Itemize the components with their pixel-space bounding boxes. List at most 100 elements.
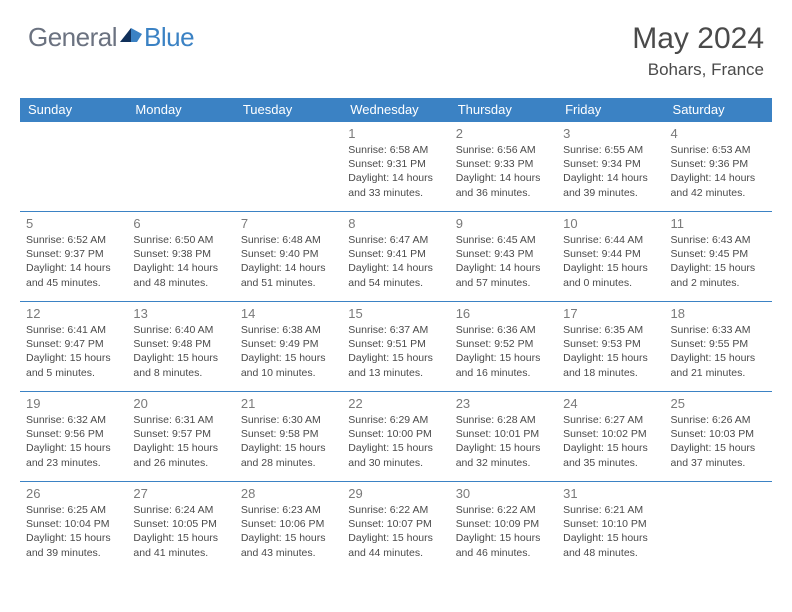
- day-info: Sunrise: 6:32 AMSunset: 9:56 PMDaylight:…: [26, 413, 121, 470]
- day-number: 30: [456, 486, 551, 501]
- day-info: Sunrise: 6:55 AMSunset: 9:34 PMDaylight:…: [563, 143, 658, 200]
- day-info: Sunrise: 6:24 AMSunset: 10:05 PMDaylight…: [133, 503, 228, 560]
- day-number: 21: [241, 396, 336, 411]
- calendar-day-cell: 17 Sunrise: 6:35 AMSunset: 9:53 PMDayligh…: [557, 302, 664, 392]
- day-number: 18: [671, 306, 766, 321]
- day-number: 28: [241, 486, 336, 501]
- weekday-header: Wednesday: [342, 98, 449, 122]
- calendar-day-cell: 31Sunrise: 6:21 AMSunset: 10:10 PMDaylig…: [557, 482, 664, 572]
- day-number: 17: [563, 306, 658, 321]
- calendar-day-cell: 11 Sunrise: 6:43 AMSunset: 9:45 PMDayligh…: [665, 212, 772, 302]
- day-info: Sunrise: 6:53 AMSunset: 9:36 PMDaylight:…: [671, 143, 766, 200]
- day-number: 4: [671, 126, 766, 141]
- calendar-day-cell: 9 Sunrise: 6:45 AMSunset: 9:43 PMDaylight…: [450, 212, 557, 302]
- calendar-day-cell: 20 Sunrise: 6:31 AMSunset: 9:57 PMDayligh…: [127, 392, 234, 482]
- day-info: Sunrise: 6:35 AMSunset: 9:53 PMDaylight:…: [563, 323, 658, 380]
- calendar-day-cell: 22 Sunrise: 6:29 AMSunset: 10:00 PMDaylig…: [342, 392, 449, 482]
- day-number: 15: [348, 306, 443, 321]
- calendar-week-row: 1 Sunrise: 6:58 AMSunset: 9:31 PMDaylight…: [20, 122, 772, 212]
- day-info: Sunrise: 6:58 AMSunset: 9:31 PMDaylight:…: [348, 143, 443, 200]
- calendar-day-cell: 14 Sunrise: 6:38 AMSunset: 9:49 PMDayligh…: [235, 302, 342, 392]
- day-number: 24: [563, 396, 658, 411]
- calendar-week-row: 12 Sunrise: 6:41 AMSunset: 9:47 PMDayligh…: [20, 302, 772, 392]
- day-number: 20: [133, 396, 228, 411]
- calendar-day-cell: 15 Sunrise: 6:37 AMSunset: 9:51 PMDayligh…: [342, 302, 449, 392]
- day-info: Sunrise: 6:26 AMSunset: 10:03 PMDaylight…: [671, 413, 766, 470]
- calendar-day-cell: 5Sunrise: 6:52 AMSunset: 9:37 PMDaylight…: [20, 212, 127, 302]
- calendar-day-cell: 8 Sunrise: 6:47 AMSunset: 9:41 PMDaylight…: [342, 212, 449, 302]
- calendar-day-cell: 26 Sunrise: 6:25 AMSunset: 10:04 PMDaylig…: [20, 482, 127, 572]
- day-info: Sunrise: 6:22 AMSunset: 10:07 PMDaylight…: [348, 503, 443, 560]
- calendar-day-cell: 24 Sunrise: 6:27 AMSunset: 10:02 PMDaylig…: [557, 392, 664, 482]
- weekday-header: Thursday: [450, 98, 557, 122]
- day-number: 6: [133, 216, 228, 231]
- day-info: Sunrise: 6:40 AMSunset: 9:48 PMDaylight:…: [133, 323, 228, 380]
- day-info: Sunrise: 6:43 AMSunset: 9:45 PMDaylight:…: [671, 233, 766, 290]
- calendar-day-cell: 29 Sunrise: 6:22 AMSunset: 10:07 PMDaylig…: [342, 482, 449, 572]
- calendar-day-cell: 4 Sunrise: 6:53 AMSunset: 9:36 PMDaylight…: [665, 122, 772, 212]
- calendar-day-cell: 2 Sunrise: 6:56 AMSunset: 9:33 PMDaylight…: [450, 122, 557, 212]
- day-info: Sunrise: 6:31 AMSunset: 9:57 PMDaylight:…: [133, 413, 228, 470]
- day-number: 12: [26, 306, 121, 321]
- day-info: Sunrise: 6:29 AMSunset: 10:00 PMDaylight…: [348, 413, 443, 470]
- calendar-day-cell: 1 Sunrise: 6:58 AMSunset: 9:31 PMDaylight…: [342, 122, 449, 212]
- day-number: 9: [456, 216, 551, 231]
- weekday-header: Saturday: [665, 98, 772, 122]
- day-info: Sunrise: 6:45 AMSunset: 9:43 PMDaylight:…: [456, 233, 551, 290]
- day-info: Sunrise: 6:30 AMSunset: 9:58 PMDaylight:…: [241, 413, 336, 470]
- day-number: 11: [671, 216, 766, 231]
- day-number: 3: [563, 126, 658, 141]
- day-number: 22: [348, 396, 443, 411]
- day-number: 13: [133, 306, 228, 321]
- day-info: Sunrise: 6:52 AMSunset: 9:37 PMDaylight:…: [26, 233, 121, 290]
- day-info: Sunrise: 6:37 AMSunset: 9:51 PMDaylight:…: [348, 323, 443, 380]
- calendar-day-cell: 10Sunrise: 6:44 AMSunset: 9:44 PMDayligh…: [557, 212, 664, 302]
- calendar-day-cell: 21 Sunrise: 6:30 AMSunset: 9:58 PMDayligh…: [235, 392, 342, 482]
- day-info: Sunrise: 6:38 AMSunset: 9:49 PMDaylight:…: [241, 323, 336, 380]
- location-label: Bohars, France: [632, 60, 764, 80]
- day-info: Sunrise: 6:28 AMSunset: 10:01 PMDaylight…: [456, 413, 551, 470]
- day-number: 29: [348, 486, 443, 501]
- brand-part2: Blue: [144, 22, 194, 53]
- calendar-day-cell: 28Sunrise: 6:23 AMSunset: 10:06 PMDaylig…: [235, 482, 342, 572]
- day-number: 26: [26, 486, 121, 501]
- calendar-week-row: 26 Sunrise: 6:25 AMSunset: 10:04 PMDaylig…: [20, 482, 772, 572]
- day-number: 1: [348, 126, 443, 141]
- calendar-day-cell: 23Sunrise: 6:28 AMSunset: 10:01 PMDaylig…: [450, 392, 557, 482]
- calendar-empty-cell: [665, 482, 772, 572]
- day-info: Sunrise: 6:36 AMSunset: 9:52 PMDaylight:…: [456, 323, 551, 380]
- day-info: Sunrise: 6:47 AMSunset: 9:41 PMDaylight:…: [348, 233, 443, 290]
- page-header: General Blue May 2024 Bohars, France: [0, 0, 792, 90]
- brand-logo: General Blue: [28, 22, 194, 53]
- calendar-day-cell: 13 Sunrise: 6:40 AMSunset: 9:48 PMDayligh…: [127, 302, 234, 392]
- calendar-day-cell: 3 Sunrise: 6:55 AMSunset: 9:34 PMDaylight…: [557, 122, 664, 212]
- day-info: Sunrise: 6:25 AMSunset: 10:04 PMDaylight…: [26, 503, 121, 560]
- calendar-day-cell: 16 Sunrise: 6:36 AMSunset: 9:52 PMDayligh…: [450, 302, 557, 392]
- day-info: Sunrise: 6:33 AMSunset: 9:55 PMDaylight:…: [671, 323, 766, 380]
- day-info: Sunrise: 6:44 AMSunset: 9:44 PMDaylight:…: [563, 233, 658, 290]
- calendar-day-cell: 25 Sunrise: 6:26 AMSunset: 10:03 PMDaylig…: [665, 392, 772, 482]
- calendar-day-cell: 12 Sunrise: 6:41 AMSunset: 9:47 PMDayligh…: [20, 302, 127, 392]
- day-number: 7: [241, 216, 336, 231]
- calendar-empty-cell: [20, 122, 127, 212]
- day-number: 14: [241, 306, 336, 321]
- day-number: 16: [456, 306, 551, 321]
- day-number: 2: [456, 126, 551, 141]
- day-info: Sunrise: 6:41 AMSunset: 9:47 PMDaylight:…: [26, 323, 121, 380]
- day-info: Sunrise: 6:21 AMSunset: 10:10 PMDaylight…: [563, 503, 658, 560]
- day-info: Sunrise: 6:56 AMSunset: 9:33 PMDaylight:…: [456, 143, 551, 200]
- day-number: 8: [348, 216, 443, 231]
- calendar-day-cell: 6Sunrise: 6:50 AMSunset: 9:38 PMDaylight…: [127, 212, 234, 302]
- day-number: 25: [671, 396, 766, 411]
- weekday-header: Monday: [127, 98, 234, 122]
- month-title: May 2024: [632, 22, 764, 56]
- calendar-empty-cell: [127, 122, 234, 212]
- day-info: Sunrise: 6:27 AMSunset: 10:02 PMDaylight…: [563, 413, 658, 470]
- calendar-day-cell: 19Sunrise: 6:32 AMSunset: 9:56 PMDayligh…: [20, 392, 127, 482]
- calendar-week-row: 5Sunrise: 6:52 AMSunset: 9:37 PMDaylight…: [20, 212, 772, 302]
- calendar-empty-cell: [235, 122, 342, 212]
- weekday-header: Sunday: [20, 98, 127, 122]
- day-info: Sunrise: 6:22 AMSunset: 10:09 PMDaylight…: [456, 503, 551, 560]
- calendar-day-cell: 27Sunrise: 6:24 AMSunset: 10:05 PMDaylig…: [127, 482, 234, 572]
- calendar-day-cell: 18 Sunrise: 6:33 AMSunset: 9:55 PMDayligh…: [665, 302, 772, 392]
